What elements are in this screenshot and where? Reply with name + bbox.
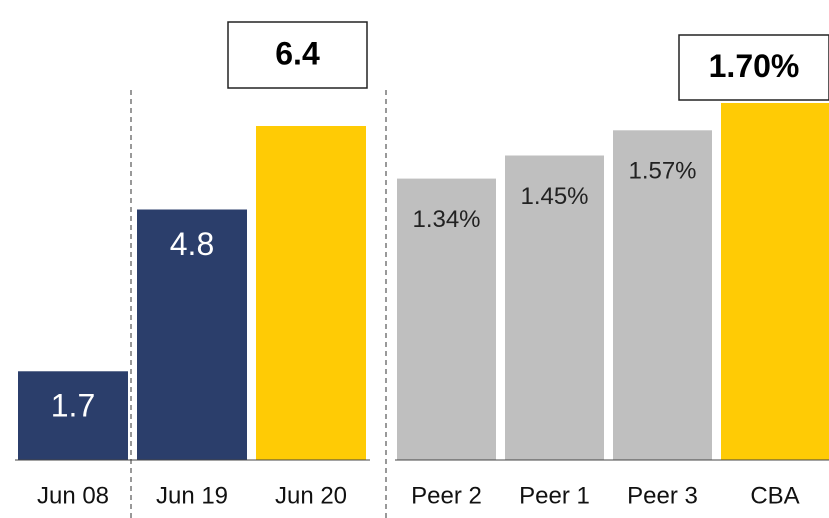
value-label: 1.70% bbox=[709, 48, 800, 84]
bar bbox=[18, 371, 128, 460]
x-tick-label: Peer 2 bbox=[411, 482, 482, 509]
value-label: 1.57% bbox=[628, 158, 696, 185]
bar bbox=[613, 130, 712, 461]
label-box bbox=[227, 21, 368, 89]
x-tick-label: Jun 20 bbox=[275, 482, 347, 509]
bar bbox=[137, 209, 247, 460]
bar bbox=[505, 155, 604, 460]
bar bbox=[397, 178, 496, 460]
bar bbox=[256, 126, 366, 460]
label-box bbox=[678, 34, 829, 101]
x-tick-label: Peer 1 bbox=[519, 482, 590, 509]
bar bbox=[721, 103, 829, 460]
x-tick-label: Jun 19 bbox=[156, 482, 228, 509]
value-label: 6.4 bbox=[275, 35, 320, 71]
x-tick-label: CBA bbox=[750, 482, 799, 509]
value-label: 1.34% bbox=[412, 206, 480, 233]
value-label: 1.45% bbox=[520, 183, 588, 210]
value-label: 1.7 bbox=[51, 388, 95, 424]
value-label: 4.8 bbox=[170, 226, 214, 262]
x-tick-label: Peer 3 bbox=[627, 482, 698, 509]
x-tick-label: Jun 08 bbox=[37, 482, 109, 509]
